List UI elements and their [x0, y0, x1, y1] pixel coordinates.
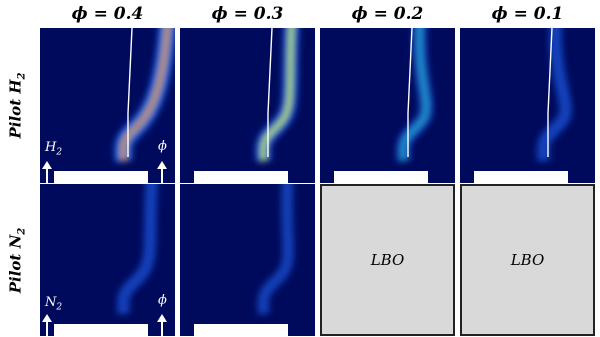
column-title-phi-0.2: ϕ = 0.2 — [351, 4, 424, 24]
column-title-phi-0.1: ϕ = 0.1 — [491, 4, 564, 24]
phi-inlet-arrowhead — [157, 314, 167, 322]
row-title-pilot-h2: Pilot H2 — [0, 28, 34, 183]
fuel-inlet-arrowhead — [42, 314, 52, 322]
phi-inlet-label-text-2: ϕ — [158, 293, 167, 308]
flame-svg — [320, 28, 455, 183]
row-title-pilot-h2-sub: 2 — [16, 72, 28, 80]
lbo-panel-phi-0.2: LBO — [320, 184, 455, 336]
injector-plate — [474, 171, 568, 183]
flame-hot — [260, 28, 294, 162]
flame-glow — [114, 28, 175, 163]
injector-plate — [54, 324, 148, 336]
flame-outer — [117, 184, 158, 315]
flame-panel-h2-phi-0.3 — [180, 28, 315, 183]
flame-glow — [117, 184, 158, 315]
column-title-phi-0.4: ϕ = 0.4 — [71, 4, 144, 24]
lbo-panel-phi-0.1: LBO — [460, 184, 595, 336]
h2-inlet-label-main: H — [45, 140, 57, 155]
row-title-pilot-n2-sub: 2 — [16, 227, 28, 235]
phi-inlet-arrowhead — [157, 161, 167, 169]
flame-panel-n2-phi-0.3 — [180, 184, 315, 336]
flame-svg — [180, 184, 315, 336]
h2-inlet-label: H2 — [45, 140, 62, 158]
flame-glow — [257, 184, 294, 315]
flame-outer — [536, 28, 572, 162]
n2-inlet-label-sub: 2 — [56, 302, 63, 313]
panel-background — [320, 28, 455, 183]
injector-plate — [194, 171, 288, 183]
flame-panel-h2-phi-0.4 — [40, 28, 175, 183]
flame-svg — [180, 28, 315, 183]
flame-panel-h2-phi-0.2 — [320, 28, 455, 183]
phi-inlet-label: ϕ — [158, 139, 167, 154]
injector-plate — [194, 324, 288, 336]
injector-plate — [54, 171, 148, 183]
h2-inlet-label-sub: 2 — [56, 147, 63, 158]
flame-svg — [40, 184, 175, 336]
flame-glow — [255, 28, 300, 163]
panel-background — [460, 28, 595, 183]
flame-glow — [536, 28, 572, 162]
stoichiometric-contour-line — [267, 28, 273, 157]
row-title-pilot-n2: Pilot N2 — [0, 184, 34, 336]
phi-inlet-label-2: ϕ — [158, 293, 167, 308]
flame-panel-n2-phi-0.4 — [40, 184, 175, 336]
flame-svg — [40, 28, 175, 183]
flame-panel-h2-phi-0.1 — [460, 28, 595, 183]
flame-glow — [396, 28, 433, 163]
stoichiometric-contour-line — [407, 28, 413, 157]
n2-inlet-label-main: N — [45, 295, 57, 310]
lbo-label: LBO — [370, 251, 405, 269]
flame-core — [121, 28, 170, 162]
row-title-pilot-h2-main: Pilot H — [6, 79, 25, 139]
injector-plate — [334, 171, 428, 183]
fuel-inlet-arrowhead — [42, 161, 52, 169]
lbo-label: LBO — [510, 251, 545, 269]
row-title-pilot-n2-main: Pilot N — [6, 234, 25, 293]
stoichiometric-contour-line — [127, 28, 133, 157]
flame-mid — [399, 28, 430, 162]
panel-background — [180, 184, 315, 336]
phi-inlet-label-text: ϕ — [158, 139, 167, 154]
n2-inlet-label: N2 — [45, 295, 62, 313]
flame-outer — [257, 184, 294, 315]
stoichiometric-contour-line — [547, 28, 553, 157]
column-title-phi-0.3: ϕ = 0.3 — [211, 4, 284, 24]
flame-svg — [460, 28, 595, 183]
